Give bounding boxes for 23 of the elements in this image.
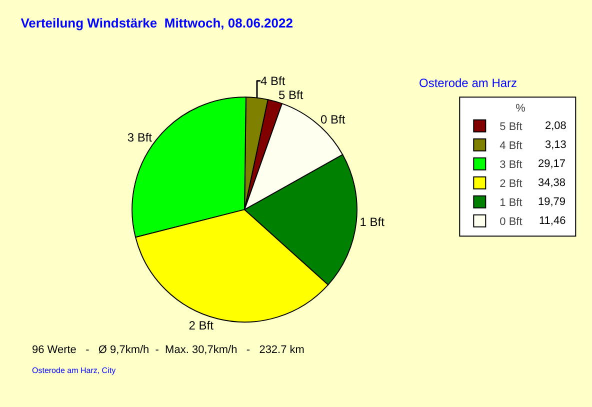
- text: 96 Werte - Ø 9,7km/h - Max. 30,7km/h - 232.7 km: [32, 344, 304, 356]
- slice-label: 4 Bft: [260, 74, 286, 88]
- slice-label: 2 Bft: [188, 318, 214, 332]
- legend-label: 1 Bft: [500, 197, 522, 210]
- data-label: 3,13: [545, 139, 566, 151]
- legend-label: 2 Bft: [500, 178, 522, 190]
- chart-subtitle: Osterode am Harz: [419, 76, 518, 90]
- slice-label: 0 Bft: [320, 112, 346, 126]
- data-label: 29,17: [538, 158, 566, 170]
- chart-title: Verteilung Windstärke Mittwoch, 08.06.2022: [20, 15, 293, 30]
- data-label: 34,38: [538, 177, 566, 189]
- legend-label: 3 Bft: [500, 159, 522, 172]
- legend-label: 5 Bft: [500, 121, 522, 134]
- legend-label: 0 Bft: [500, 216, 522, 228]
- legend-title: %: [516, 102, 526, 114]
- slice-label: 3 Bft: [127, 130, 153, 144]
- slice-label: 5 Bft: [278, 88, 304, 102]
- slice-label: 1 Bft: [360, 215, 386, 230]
- legend-label: 4 Bft: [500, 140, 522, 152]
- text: Osterode am Harz, City: [32, 366, 116, 375]
- data-label: 19,79: [538, 196, 566, 208]
- data-label: 11,46: [539, 215, 566, 227]
- data-label: 2,08: [545, 120, 566, 132]
